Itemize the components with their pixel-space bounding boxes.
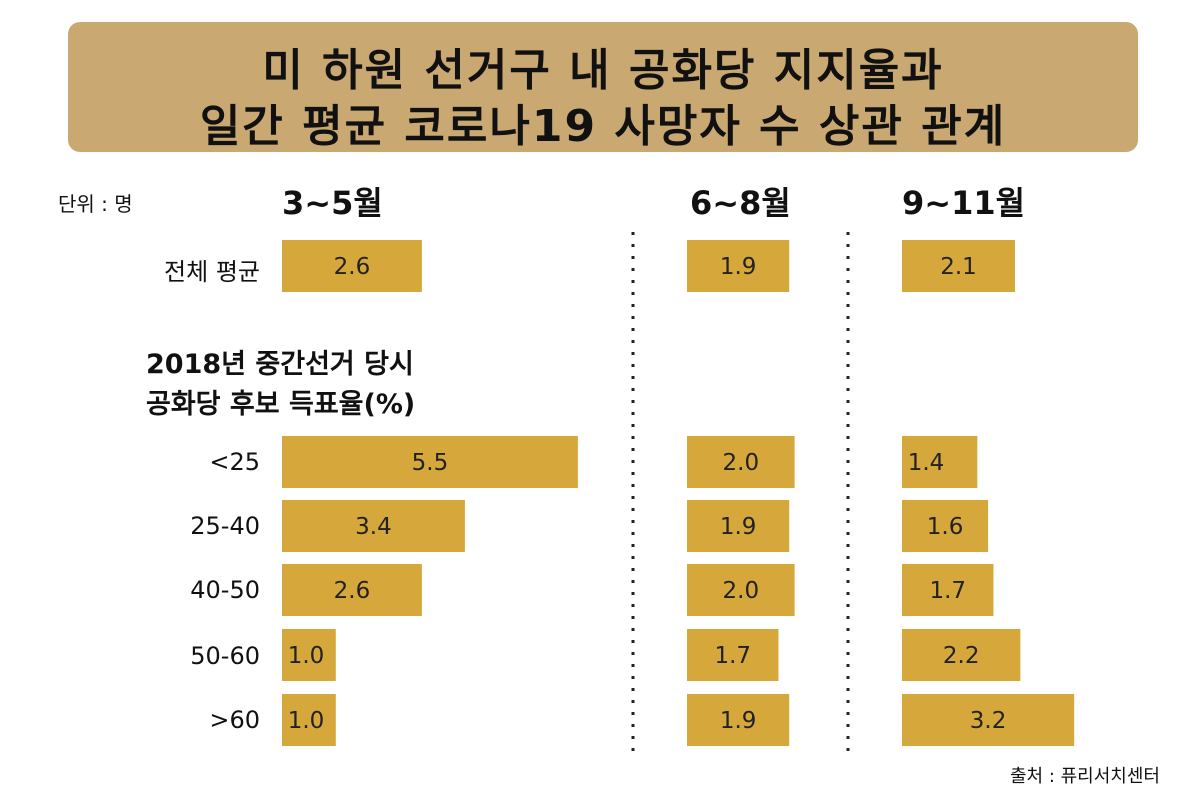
- bar-value-mar-may-overall: 2.6: [334, 254, 371, 280]
- bar-value-mar-may-25-40: 3.4: [355, 514, 392, 540]
- bar-mar-may-50-60: [282, 629, 336, 681]
- bar-jun-aug-overall: [687, 240, 790, 292]
- bar-value-mar-may-50-60: 1.0: [288, 643, 325, 669]
- source-label: 출처 : 퓨리서치센터: [1010, 766, 1160, 787]
- title-line-2: 일간 평균 코로나19 사망자 수 상관 관계: [199, 101, 1007, 152]
- bar-jun-aug-under-25: [687, 436, 795, 488]
- bar-value-jun-aug-40-50: 2.0: [723, 578, 760, 604]
- bar-jun-aug-over-60: [687, 694, 790, 746]
- row-label-50-60: 50-60: [190, 642, 260, 670]
- bar-value-jun-aug-25-40: 1.9: [720, 514, 757, 540]
- bar-value-sep-nov-50-60: 2.2: [943, 643, 980, 669]
- bar-value-jun-aug-over-60: 1.9: [720, 708, 757, 734]
- bar-sep-nov-under-25: [902, 436, 978, 488]
- bars-layer: 2.6 5.5 3.4 2.6 1.0 1.0 1.9 2.0 1.9 2.0 1.7 1.9 2.1 1…: [282, 240, 1075, 746]
- unit-label: 단위 : 명: [58, 192, 133, 216]
- bar-mar-may-overall: [282, 240, 422, 292]
- bar-value-jun-aug-50-60: 1.7: [714, 643, 751, 669]
- title-banner: 미 하원 선거구 내 공화당 지지율과 일간 평균 코로나19 사망자 수 상관…: [68, 22, 1138, 152]
- bar-jun-aug-40-50: [687, 564, 795, 616]
- bar-value-mar-may-under-25: 5.5: [412, 450, 449, 476]
- group-title-line-2: 공화당 후보 득표율(%): [146, 389, 416, 420]
- title-line-1: 미 하원 선거구 내 공화당 지지율과: [262, 45, 944, 96]
- bar-sep-nov-overall: [902, 240, 1015, 292]
- bar-mar-may-25-40: [282, 500, 465, 552]
- bar-mar-may-over-60: [282, 694, 336, 746]
- bar-value-jun-aug-under-25: 2.0: [723, 450, 760, 476]
- period-label-sep-nov: 9~11월: [902, 184, 1026, 222]
- bar-sep-nov-40-50: [902, 564, 994, 616]
- bar-mar-may-40-50: [282, 564, 422, 616]
- row-label-under-25: <25: [209, 448, 260, 476]
- bar-value-sep-nov-overall: 2.1: [940, 254, 977, 280]
- row-label-overall: 전체 평균: [164, 258, 260, 286]
- bar-sep-nov-50-60: [902, 629, 1021, 681]
- bar-value-jun-aug-overall: 1.9: [720, 254, 757, 280]
- bar-value-sep-nov-over-60: 3.2: [970, 708, 1007, 734]
- bar-sep-nov-over-60: [902, 694, 1075, 746]
- bar-value-sep-nov-under-25: 1.4: [908, 450, 945, 476]
- bar-jun-aug-25-40: [687, 500, 790, 552]
- period-label-jun-aug: 6~8월: [690, 184, 791, 222]
- bar-jun-aug-50-60: [687, 629, 779, 681]
- row-label-25-40: 25-40: [190, 512, 260, 540]
- bar-value-sep-nov-40-50: 1.7: [929, 578, 966, 604]
- row-label-40-50: 40-50: [190, 576, 260, 604]
- bar-value-sep-nov-25-40: 1.6: [927, 514, 964, 540]
- row-label-over-60: >60: [209, 706, 260, 734]
- period-label-mar-may: 3~5월: [282, 184, 383, 222]
- group-title-line-1: 2018년 중간선거 당시: [146, 349, 414, 380]
- bar-mar-may-under-25: [282, 436, 578, 488]
- bar-sep-nov-25-40: [902, 500, 989, 552]
- bar-value-mar-may-over-60: 1.0: [288, 708, 325, 734]
- bar-value-mar-may-40-50: 2.6: [334, 578, 371, 604]
